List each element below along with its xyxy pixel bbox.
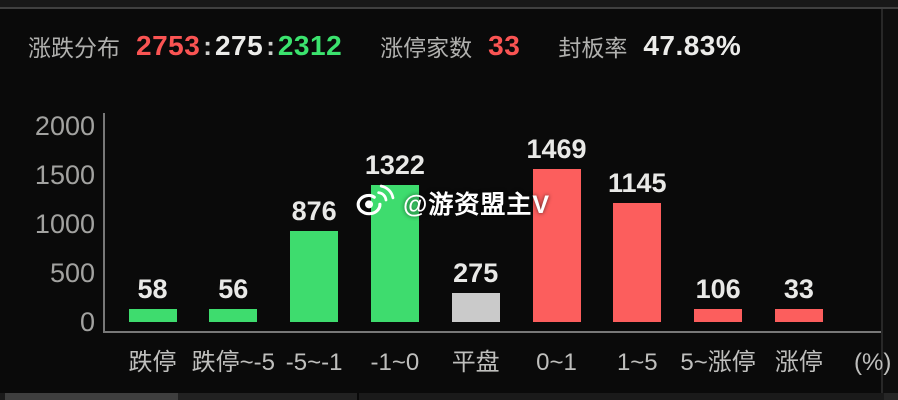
x-axis-label: 平盘 xyxy=(451,349,500,376)
x-axis-label: -5~-1 xyxy=(285,349,343,376)
x-axis-label: 1~5 xyxy=(616,349,658,376)
weibo-icon xyxy=(356,183,396,222)
bar-column xyxy=(128,309,177,322)
bar-value-label: 1145 xyxy=(608,168,667,198)
bar-group: 1145 xyxy=(592,168,682,322)
y-axis-tick-label: 1500 xyxy=(34,160,95,190)
bar-value-label: 876 xyxy=(291,196,337,226)
bar-value-label: 33 xyxy=(783,274,814,304)
right-edge-column xyxy=(883,9,898,400)
y-axis-tick-label: 0 xyxy=(79,307,95,337)
bar-group: 1322 xyxy=(350,150,440,322)
top-divider-line xyxy=(0,7,898,9)
bar-value-label: 275 xyxy=(453,258,499,288)
seal-rate-value: 47.83% xyxy=(643,30,742,61)
bar-group: 58 xyxy=(108,274,198,322)
limit-up-count: 33 xyxy=(488,30,521,61)
up-count: 2312 xyxy=(277,30,343,61)
watermark-text: @游资盟主V xyxy=(403,190,551,219)
bar-column xyxy=(694,309,743,322)
distribution-label: 涨跌分布 xyxy=(28,35,120,61)
right-divider-line xyxy=(881,9,883,400)
bar-group: 33 xyxy=(754,274,844,322)
watermark: @游资盟主V xyxy=(356,183,550,222)
down-count: 2753 xyxy=(136,30,201,61)
seal-rate-label: 封板率 xyxy=(558,35,628,61)
separator-colon: : xyxy=(203,30,212,61)
bar-column xyxy=(451,293,500,322)
bar-group: 106 xyxy=(673,274,763,322)
x-axis-label: 0~1 xyxy=(536,349,577,376)
x-axis-label: -1~0 xyxy=(370,349,420,376)
window-top-edge xyxy=(0,0,898,7)
x-axis-label: 跌停~-5 xyxy=(191,349,275,376)
bar-group: 1469 xyxy=(512,134,602,322)
axis-unit-label: (%) xyxy=(854,349,892,376)
bar-column xyxy=(774,309,823,322)
y-axis-tick-label: 2000 xyxy=(34,111,95,141)
bar-column xyxy=(532,169,581,322)
scrollbar-track-segment[interactable] xyxy=(178,393,357,400)
bar-column xyxy=(613,203,662,322)
y-axis-tick-label: 500 xyxy=(49,258,95,288)
x-axis-label: 跌停 xyxy=(128,349,177,376)
y-axis-tick-label: 1000 xyxy=(34,209,95,239)
bar-column xyxy=(209,309,258,322)
scrollbar-thumb[interactable] xyxy=(5,393,178,400)
bar-column xyxy=(290,231,339,322)
flat-count: 275 xyxy=(214,30,264,61)
bar-value-label: 1322 xyxy=(364,150,425,180)
x-axis-label: 涨停 xyxy=(774,349,823,376)
scrollbar-divider xyxy=(357,393,359,400)
market-summary-bar: 涨跌分布 2753 : 275 : 2312 涨停家数 33 封板率 47.83… xyxy=(28,28,741,64)
scrollbar-endcap xyxy=(884,393,898,400)
bar-group: 56 xyxy=(188,274,278,322)
limit-up-label: 涨停家数 xyxy=(380,35,473,61)
bar-value-label: 58 xyxy=(137,274,168,304)
bar-group: 876 xyxy=(269,196,359,322)
x-axis-label: 5~涨停 xyxy=(680,349,756,376)
bar-value-label: 1469 xyxy=(526,134,587,164)
bar-group: 275 xyxy=(431,258,521,322)
separator-colon: : xyxy=(266,30,275,61)
bar-value-label: 56 xyxy=(218,274,249,304)
bar-value-label: 106 xyxy=(695,274,741,304)
y-axis-line xyxy=(103,113,105,333)
horizontal-scrollbar[interactable] xyxy=(0,393,898,400)
x-axis-line xyxy=(103,331,881,333)
